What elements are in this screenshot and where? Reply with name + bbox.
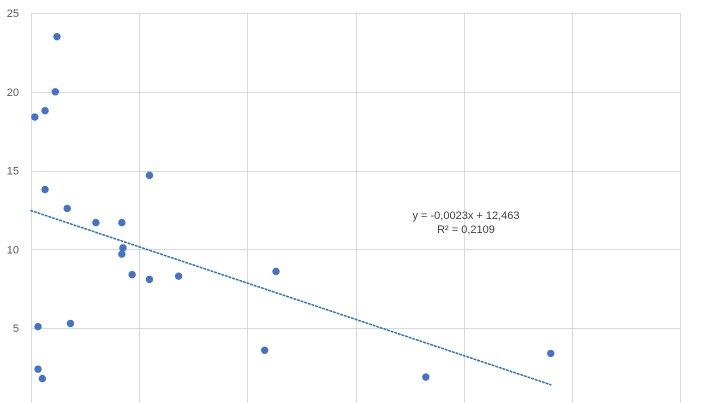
data-point — [118, 250, 126, 258]
trendline-equation: y = -0,0023x + 12,463 — [412, 210, 519, 222]
data-point — [92, 218, 100, 227]
data-point — [272, 267, 280, 276]
y-tick-labels: 5 10 15 20 25 — [7, 8, 19, 335]
data-point — [34, 322, 42, 331]
grid-layer — [31, 13, 681, 403]
y-tick-label: 20 — [7, 87, 19, 99]
data-point — [174, 272, 183, 280]
data-point — [118, 218, 126, 227]
data-point — [66, 319, 75, 328]
data-point — [51, 88, 60, 96]
data-point — [547, 349, 555, 358]
data-point — [145, 171, 154, 180]
y-tick-label: 5 — [13, 323, 19, 335]
data-point — [38, 374, 47, 383]
trendline — [30, 209, 552, 386]
data-point — [41, 185, 49, 194]
data-point — [63, 204, 71, 213]
trendline-layer — [30, 209, 552, 386]
data-point — [422, 373, 430, 381]
data-point — [145, 275, 154, 284]
data-point — [53, 32, 61, 41]
y-tick-label: 15 — [7, 166, 19, 178]
data-point — [119, 244, 127, 252]
data-points — [31, 32, 555, 383]
data-point — [260, 346, 269, 354]
y-tick-label: 25 — [7, 8, 19, 20]
trendline-r-squared: R² = 0,2109 — [437, 224, 495, 236]
y-tick-label: 10 — [7, 244, 19, 256]
data-point — [34, 365, 42, 373]
data-point — [31, 113, 39, 121]
data-point — [41, 107, 49, 115]
trendline-annotation: y = -0,0023x + 12,463 R² = 0,2109 — [412, 210, 519, 236]
data-point — [128, 270, 136, 279]
